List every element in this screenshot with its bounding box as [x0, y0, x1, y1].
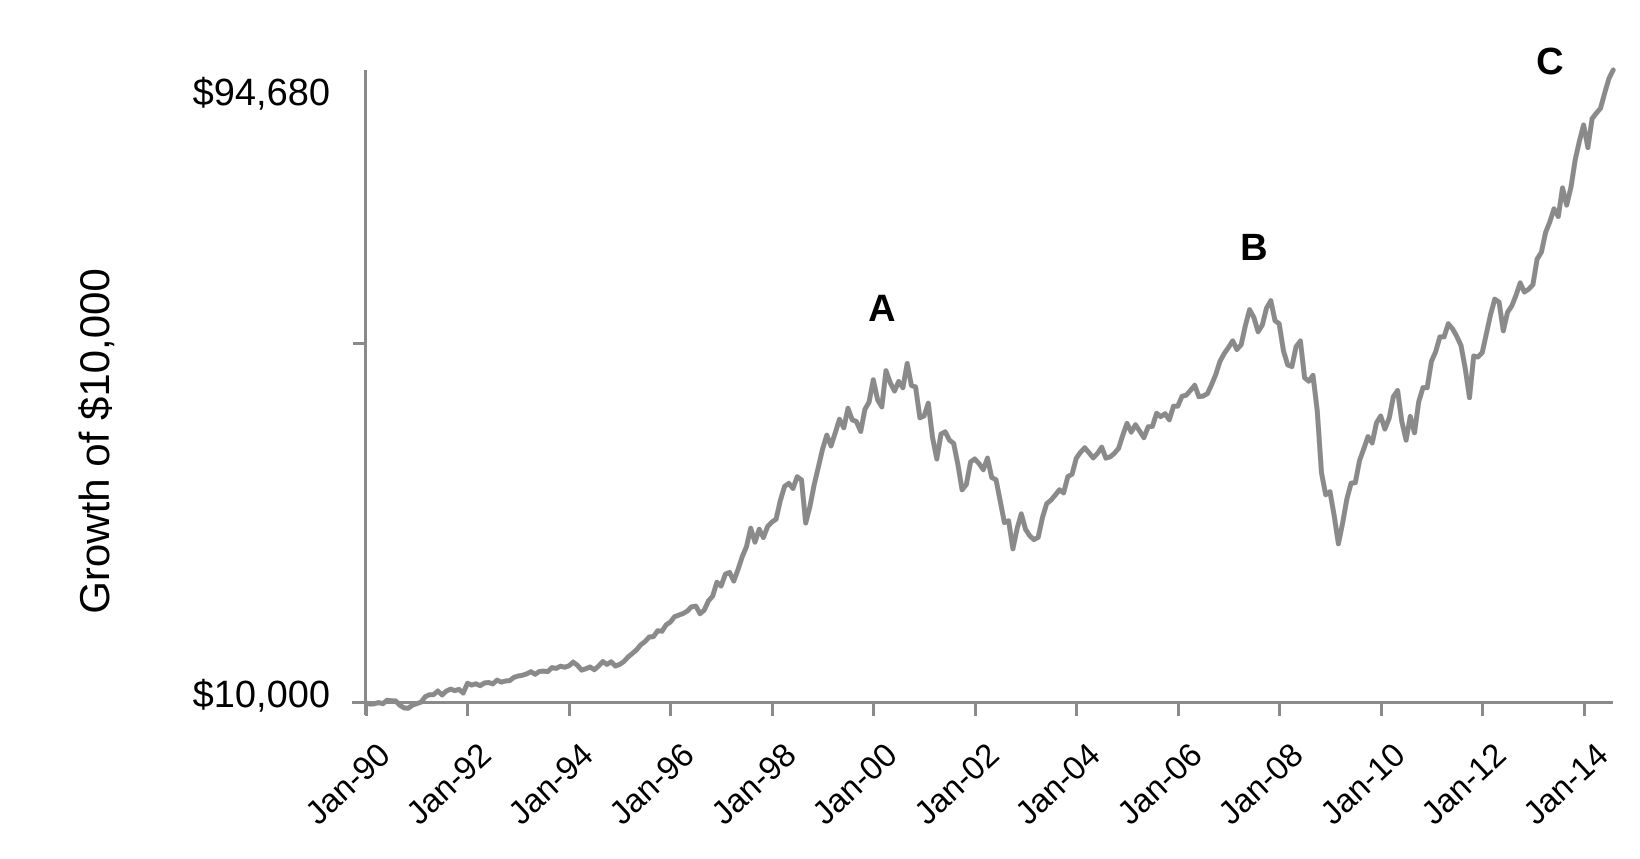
x-tick — [973, 703, 977, 716]
y-axis-line — [364, 70, 367, 715]
peak-annotation-c: C — [1536, 40, 1564, 83]
growth-line-path — [363, 67, 1616, 711]
x-tick — [1582, 703, 1586, 716]
peak-annotation-b: B — [1240, 227, 1268, 270]
peak-annotation-a: A — [868, 288, 896, 331]
x-tick — [567, 703, 571, 716]
y-axis-mid-tick — [353, 342, 366, 345]
x-tick — [770, 703, 774, 716]
y-axis-title: Growth of $10,000 — [71, 268, 118, 614]
x-tick — [1075, 703, 1079, 716]
x-tick — [1481, 703, 1485, 716]
y-tick-label-min: $10,000 — [192, 674, 330, 716]
x-tick — [466, 703, 470, 716]
x-tick — [1176, 703, 1180, 716]
y-tick-label-max: $94,680 — [192, 72, 330, 114]
x-tick — [365, 703, 368, 716]
x-tick — [1379, 703, 1383, 716]
x-tick — [669, 703, 673, 716]
x-axis-line — [352, 701, 1613, 704]
x-tick — [1278, 703, 1282, 716]
x-tick — [872, 703, 876, 716]
